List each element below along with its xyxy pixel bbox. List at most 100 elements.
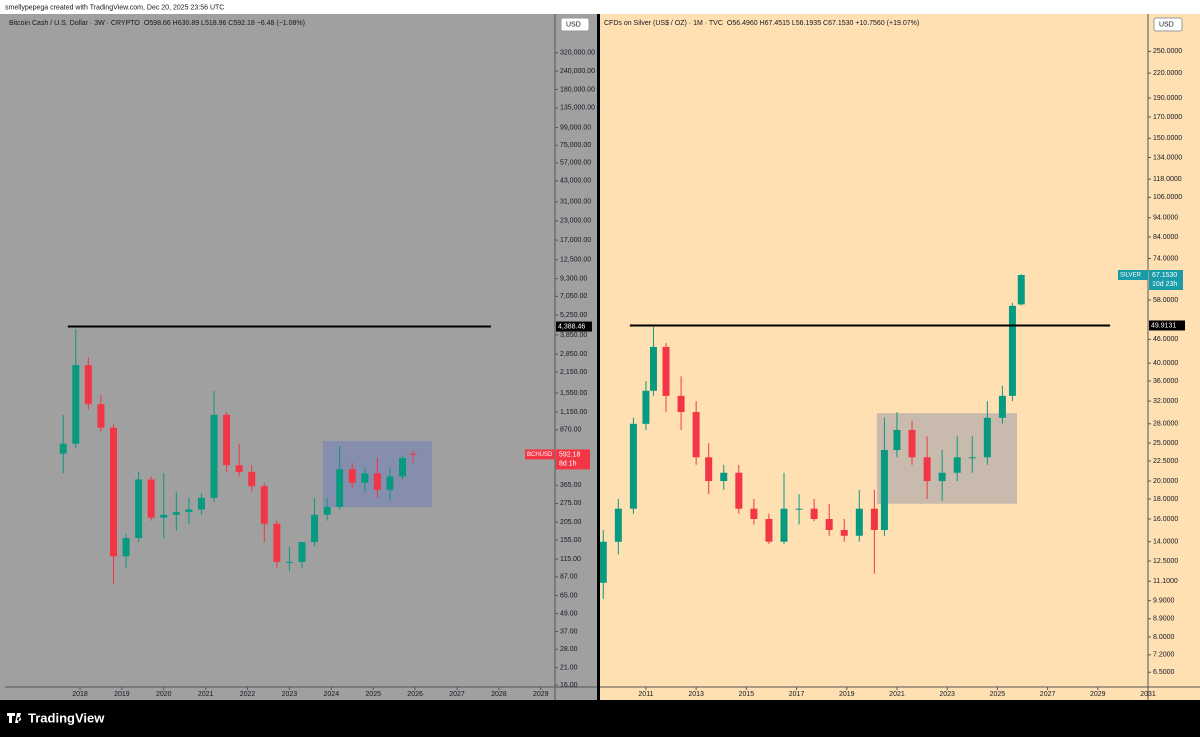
x-tick-label: 2022	[240, 691, 256, 698]
header-bar	[0, 0, 1200, 14]
y-tick-label: 22.5000	[1153, 458, 1178, 465]
candle-body	[72, 365, 80, 444]
x-tick-label: 2028	[491, 691, 507, 698]
y-tick-label: 135,000.00	[560, 105, 595, 112]
y-tick-label: 5,250.00	[560, 312, 587, 319]
y-tick-label: 43,000.00	[560, 178, 591, 185]
ohlc-legend: O56.4960 H67.4515 L56.1935 C67.1530 +10.…	[727, 20, 919, 27]
y-tick-label: 31,000.00	[560, 199, 591, 206]
candle-body	[235, 465, 243, 472]
candle-body	[248, 471, 256, 487]
symbol-label-bg	[1118, 269, 1148, 280]
candle-body	[893, 429, 901, 451]
candle-body	[599, 541, 607, 583]
candle-body	[135, 479, 143, 538]
y-tick-label: 40.0000	[1153, 360, 1178, 367]
y-tick-label: 74.0000	[1153, 255, 1178, 262]
pane-divider	[597, 14, 600, 700]
candle-body	[210, 414, 218, 498]
x-tick-label: 2019	[114, 691, 130, 698]
symbol-label-bg	[525, 449, 555, 460]
y-tick-label: 16.00	[560, 682, 578, 689]
y-tick-label: 1,550.00	[560, 390, 587, 397]
y-tick-label: 220.0000	[1153, 70, 1182, 77]
candle-body	[923, 457, 931, 482]
y-tick-label: 17,000.00	[560, 237, 591, 244]
candle-body	[908, 429, 916, 458]
candle-body	[223, 414, 231, 466]
candle-body	[677, 395, 685, 413]
candle-body	[705, 457, 713, 482]
candle-body	[629, 423, 637, 509]
y-tick-label: 150.0000	[1153, 135, 1182, 142]
y-tick-label: 12.5000	[1153, 558, 1178, 565]
y-tick-label: 36.0000	[1153, 378, 1178, 385]
last-price-bg	[556, 449, 590, 470]
brand-logo	[7, 713, 22, 723]
y-tick-label: 23,000.00	[560, 218, 591, 225]
y-tick-label: 2,850.00	[560, 351, 587, 358]
candle-body	[968, 457, 976, 459]
currency-button[interactable]	[560, 17, 590, 32]
y-tick-label: 99,000.00	[560, 124, 591, 131]
x-tick-label: 2027	[449, 691, 465, 698]
y-tick-label: 250.0000	[1153, 48, 1182, 55]
symbol-label: SILVER	[1120, 273, 1142, 279]
candle-body	[185, 509, 193, 513]
candle-body	[1017, 274, 1025, 305]
y-tick-label: 320,000.00	[560, 50, 595, 57]
price-line-label: 49.9131	[1151, 322, 1176, 329]
price-line-label-bg	[556, 321, 592, 332]
y-tick-label: 58.0000	[1153, 297, 1178, 304]
candle-body	[983, 417, 991, 458]
y-tick-label: 170.0000	[1153, 114, 1182, 121]
y-tick-label: 106.0000	[1153, 194, 1182, 201]
candle-body	[348, 469, 356, 483]
x-tick-label: 2015	[739, 691, 755, 698]
y-tick-label: 8.9000	[1153, 616, 1175, 623]
candle-body	[260, 486, 268, 524]
candle-body	[938, 472, 946, 482]
y-tick-label: 32.0000	[1153, 398, 1178, 405]
candle-body	[1008, 305, 1016, 396]
x-tick-label: 2029	[533, 691, 549, 698]
x-tick-label: 2031	[1140, 691, 1156, 698]
y-tick-label: 275.00	[560, 500, 582, 507]
candle-body	[273, 523, 281, 562]
candle-body	[855, 508, 863, 536]
y-tick-label: 7,050.00	[560, 293, 587, 300]
x-tick-label: 2021	[198, 691, 214, 698]
x-tick-label: 2017	[789, 691, 805, 698]
candle-body	[311, 514, 319, 543]
candle-body	[720, 472, 728, 482]
candle-body	[780, 508, 788, 542]
currency-label: USD	[566, 21, 581, 28]
y-tick-label: 870.00	[560, 427, 582, 434]
candle-body	[323, 506, 331, 515]
y-tick-label: 2,150.00	[560, 369, 587, 376]
y-tick-label: 8.0000	[1153, 634, 1175, 641]
y-tick-label: 57,000.00	[560, 160, 591, 167]
y-tick-label: 115.00	[560, 556, 581, 563]
candle-body	[285, 561, 293, 563]
currency-button[interactable]	[1153, 17, 1183, 32]
y-tick-label: 28.0000	[1153, 421, 1178, 428]
range-box	[876, 413, 1017, 504]
y-tick-label: 75,000.00	[560, 142, 591, 149]
y-tick-label: 87.00	[560, 574, 578, 581]
candle-body	[870, 508, 878, 530]
y-tick-label: 28.00	[560, 646, 578, 653]
last-price: 67.1530	[1152, 272, 1177, 279]
x-tick-label: 2026	[407, 691, 423, 698]
candle-body	[386, 476, 394, 490]
last-price-bg	[1149, 269, 1183, 290]
countdown: 8d 1h	[559, 460, 577, 467]
x-tick-label: 2021	[889, 691, 905, 698]
y-tick-label: 1,150.00	[560, 409, 587, 416]
x-tick-label: 2024	[324, 691, 340, 698]
y-tick-label: 18.0000	[1153, 496, 1178, 503]
candle-body	[735, 472, 743, 509]
y-tick-label: 21.00	[560, 664, 578, 671]
last-price: 592.18	[559, 451, 581, 458]
y-tick-label: 12,500.00	[560, 257, 591, 264]
